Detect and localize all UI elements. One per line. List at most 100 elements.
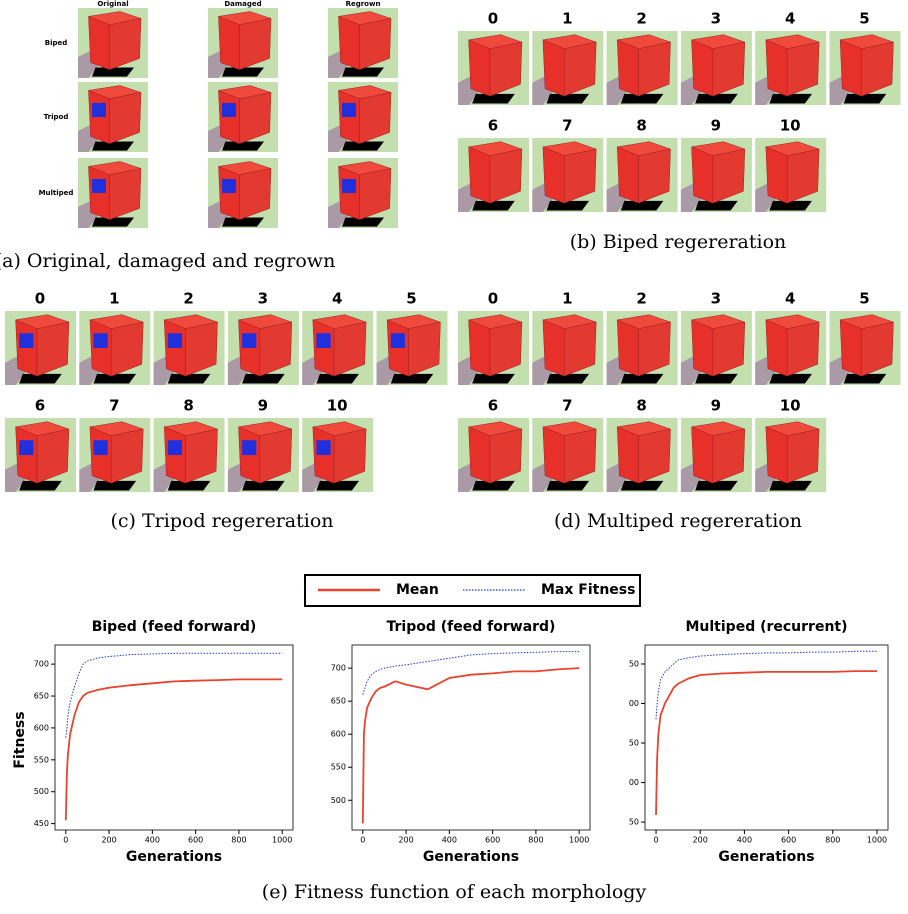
x-tick-label: 0	[63, 836, 68, 845]
step-label: 9	[711, 117, 721, 135]
thumb-shadow	[472, 480, 515, 491]
caption: (b) Biped regereration	[570, 231, 787, 253]
robot-front	[542, 319, 565, 377]
step-label: 6	[488, 397, 498, 415]
y-tick-label: 650	[331, 697, 346, 706]
thumb-shadow	[222, 217, 264, 227]
thumbnail	[79, 418, 151, 492]
thumb-shadow	[242, 373, 285, 384]
thumbnail	[79, 311, 151, 385]
caption: (c) Tripod regereration	[111, 510, 334, 532]
thumbnail	[328, 82, 398, 152]
x-tick-label: 1000	[272, 836, 292, 845]
legend-label: Max Fitness	[541, 582, 635, 598]
robot-side	[712, 321, 746, 377]
thumb-shadow	[167, 373, 211, 384]
caption: (d) Multiped regereration	[554, 510, 802, 532]
thumbnail	[227, 311, 299, 385]
robot-front	[338, 16, 360, 70]
thumbnail	[376, 311, 448, 385]
line-series	[361, 667, 580, 824]
robot-side	[489, 148, 523, 204]
step-label: 9	[711, 397, 721, 415]
thumbnail	[153, 311, 225, 385]
robot-side	[359, 18, 392, 70]
step-label: 0	[488, 10, 498, 28]
robot-front	[691, 319, 714, 377]
thumbnail	[227, 418, 299, 492]
step-label: 2	[183, 290, 193, 308]
y-tick-label: 500	[34, 787, 49, 796]
y-tick-label: 500	[331, 796, 346, 805]
thumb-shadow	[769, 93, 812, 104]
thumb-shadow	[620, 200, 664, 211]
robot-side	[359, 168, 392, 220]
y-tick-label: 50	[629, 659, 639, 668]
y-tick-label: 50	[629, 818, 639, 827]
robot-blue	[242, 440, 257, 455]
plot-frame	[644, 644, 889, 831]
step-label: 1	[562, 290, 572, 308]
step-label: 8	[183, 397, 193, 415]
thumb-shadow	[167, 480, 211, 491]
thumb-shadow	[546, 480, 590, 491]
x-tick-label: 800	[825, 836, 840, 845]
thumbnail	[208, 82, 278, 152]
robot-side	[786, 321, 820, 377]
step-label: 4	[332, 290, 342, 308]
column-label: Original	[97, 0, 128, 8]
step-label: 10	[780, 117, 801, 135]
thumb-shadow	[620, 373, 664, 384]
robot-front	[88, 16, 110, 70]
robot-front	[691, 39, 714, 97]
robot-blue	[222, 179, 236, 193]
x-tick-label: 400	[737, 836, 752, 845]
thumbnail	[78, 8, 148, 78]
robot-blue	[222, 103, 236, 117]
step-label: 8	[636, 397, 646, 415]
robot-side	[109, 92, 142, 144]
robot-side	[489, 41, 523, 97]
chart-title: Tripod (feed forward)	[387, 619, 556, 635]
robot-side	[109, 18, 142, 70]
plot-frame	[54, 644, 294, 831]
thumbnail	[153, 418, 225, 492]
robot-front	[218, 16, 240, 70]
thumb-shadow	[472, 373, 515, 384]
x-tick-label: 400	[145, 836, 160, 845]
x-tick-label: 200	[398, 836, 413, 845]
robot-side	[185, 321, 218, 377]
robot-blue	[92, 179, 106, 193]
x-tick-label: 1000	[569, 836, 589, 845]
step-label: 4	[785, 10, 795, 28]
line-series	[655, 670, 877, 816]
thumbnail	[755, 418, 827, 492]
thumbnail	[755, 311, 827, 385]
robot-front	[691, 146, 714, 204]
thumb-shadow	[92, 141, 134, 151]
thumbnail	[680, 138, 752, 212]
thumbnail	[532, 138, 604, 212]
robot-side	[36, 428, 70, 484]
thumb-shadow	[843, 93, 887, 104]
robot-side	[239, 92, 272, 144]
thumbnail	[829, 31, 901, 105]
thumb-shadow	[695, 200, 738, 211]
robot-side	[712, 428, 746, 484]
y-tick-label: 550	[34, 755, 49, 764]
robot-side	[259, 428, 293, 484]
thumb-shadow	[769, 373, 812, 384]
robot-side	[638, 321, 671, 377]
x-tick-label: 200	[101, 836, 116, 845]
step-label: 7	[562, 397, 572, 415]
robot-front	[468, 39, 491, 97]
legend-label: Mean	[396, 582, 439, 598]
robot-front	[468, 146, 491, 204]
thumb-shadow	[695, 93, 738, 104]
thumbnail	[458, 31, 529, 105]
robot-side	[489, 321, 523, 377]
robot-side	[786, 428, 820, 484]
y-tick-label: 50	[629, 739, 639, 748]
y-tick-label: 450	[34, 819, 49, 828]
x-tick-label: 600	[485, 836, 500, 845]
